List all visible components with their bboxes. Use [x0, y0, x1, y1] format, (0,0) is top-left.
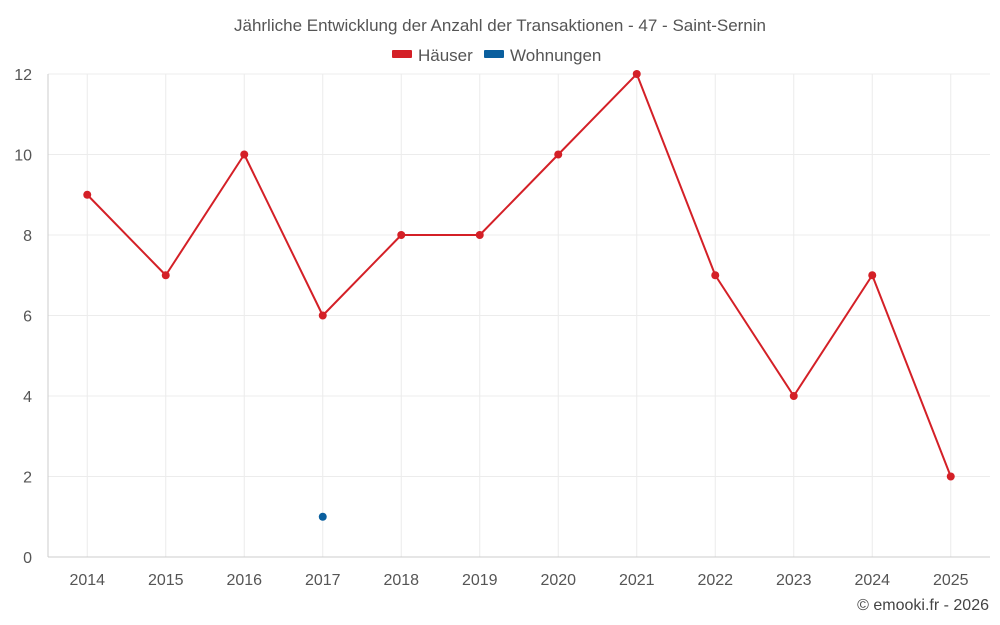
grid	[48, 73, 990, 557]
data-point-haeuser-2025	[946, 472, 955, 481]
data-point-haeuser-2014	[83, 190, 92, 199]
series-line-haeuser	[86, 73, 952, 477]
y-tick-label-0: 0	[23, 550, 32, 567]
credit-text: © emooki.fr - 2026	[857, 597, 989, 614]
x-tick-label-2020: 2020	[540, 572, 576, 589]
legend-label-wohnungen[interactable]: Wohnungen	[510, 46, 601, 65]
data-point-haeuser-2020	[554, 150, 563, 159]
data-point-wohnungen-2017	[318, 512, 327, 521]
x-tick-label-2025: 2025	[933, 572, 969, 589]
data-point-haeuser-2022	[711, 271, 720, 280]
y-tick-label-4: 4	[23, 389, 32, 406]
data-point-haeuser-2016	[240, 150, 249, 159]
x-tick-label-2016: 2016	[226, 572, 262, 589]
data-point-haeuser-2023	[789, 392, 798, 400]
data-point-haeuser-2018	[397, 231, 406, 239]
x-tick-label-2021: 2021	[619, 572, 655, 589]
y-tick-label-10: 10	[14, 148, 32, 165]
axes: 0 2 4 6 8 10 12 2014 2015 2016 2017 2018 2019 2020 202…	[14, 67, 990, 589]
y-tick-label-6: 6	[23, 309, 32, 326]
legend-swatch-wohnungen	[484, 50, 504, 58]
x-tick-label-2023: 2023	[776, 572, 812, 589]
x-tick-label-2017: 2017	[305, 572, 341, 589]
x-tick-label-2014: 2014	[69, 572, 105, 589]
series	[83, 70, 955, 521]
x-tick-label-2024: 2024	[854, 572, 890, 589]
legend-swatch-haeuser	[392, 50, 412, 58]
y-tick-label-2: 2	[23, 470, 32, 487]
y-tick-label-8: 8	[23, 228, 32, 245]
x-tick-label-2015: 2015	[148, 572, 184, 589]
y-tick-label-12: 12	[14, 67, 32, 84]
x-tick-label-2019: 2019	[462, 572, 498, 589]
legend[interactable]: Häuser Wohnungen	[392, 46, 601, 65]
data-point-haeuser-2021	[632, 70, 641, 78]
x-tick-label-2022: 2022	[697, 572, 733, 589]
data-point-haeuser-2019	[475, 231, 484, 239]
data-point-haeuser-2024	[868, 271, 877, 280]
x-tick-label-2018: 2018	[383, 572, 419, 589]
data-point-haeuser-2015	[161, 271, 170, 280]
legend-label-haeuser[interactable]: Häuser	[418, 46, 473, 65]
data-point-haeuser-2017	[318, 311, 327, 320]
chart-title: Jährliche Entwicklung der Anzahl der Tra…	[234, 16, 766, 35]
